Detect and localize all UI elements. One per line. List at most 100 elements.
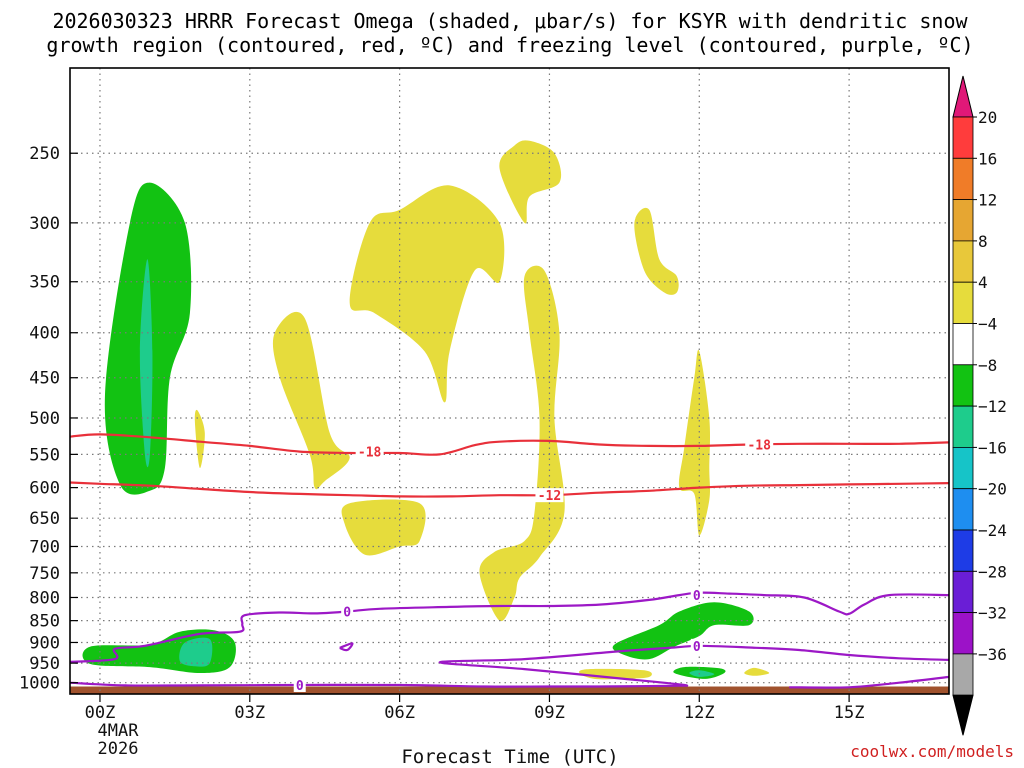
contour-label-freezing_level_0-0: 0 (343, 606, 351, 621)
x-axis-label: Forecast Time (UTC) (401, 746, 618, 768)
colorbar: 20 16 12 8 4 −4 −8 −12 −16 −20 −24 −28 −32 −36 (952, 75, 1007, 736)
colorbar-tick-label-11: −28 (978, 562, 1007, 581)
x-tick-label-00Z: 00Z (85, 703, 116, 723)
contour-label-freezing_level_0-1: 0 (693, 589, 701, 604)
colorbar-swatch-11 (952, 570, 974, 613)
y-tick-label-650: 650 (29, 509, 60, 529)
y-tick-label-250: 250 (29, 144, 60, 164)
x-tick-label-15Z: 15Z (834, 703, 865, 723)
colorbar-tick-label-6: −8 (978, 356, 997, 375)
y-tick-label-900: 900 (29, 633, 60, 653)
plot-frame (69, 67, 950, 695)
colorbar-tick-label-7: −12 (978, 397, 1007, 416)
contour-label-freezing_level_0_lower-1: 0 (296, 679, 304, 694)
contour-label-bg-freezing_level_0_lower-1 (293, 677, 306, 692)
omega-region-3 (179, 637, 213, 667)
omega-region-4 (612, 602, 754, 660)
x-tick-label-09Z: 09Z (534, 703, 565, 723)
colorbar-swatch-6 (952, 364, 974, 407)
y-tick-label-550: 550 (29, 445, 60, 465)
x-tick-label-03Z: 03Z (234, 703, 265, 723)
y-tick-label-700: 700 (29, 537, 60, 557)
omega-region-1 (139, 259, 153, 468)
contour-freezing_level_0 (70, 591, 949, 663)
y-axis-ticks: 2503003504004505005506006507007508008509… (19, 144, 78, 694)
colorbar-swatch-4 (952, 281, 974, 324)
y-tick-label-450: 450 (29, 369, 60, 389)
colorbar-tick-label-3: 8 (978, 232, 988, 251)
ground-layer (70, 686, 949, 694)
colorbar-tick-label-8: −16 (978, 438, 1007, 457)
contour-label-bg-freezing_level_0-1 (690, 588, 703, 603)
chart-title-line-2: growth region (contoured, red, ºC) and f… (46, 33, 973, 57)
colorbar-swatch-9 (952, 488, 974, 531)
colorbar-swatch-0 (952, 116, 974, 159)
contour-freezing_level_0_loop (339, 642, 354, 652)
contour-label-bg-dgz_-18-1 (745, 437, 774, 452)
x-axis-ticks: 00Z 03Z 06Z 09Z 12Z 15Z (85, 694, 865, 723)
contour-freezing_level_0_lower (70, 644, 949, 688)
colorbar-top-arrow (952, 75, 974, 118)
colorbar-tick-label-12: −32 (978, 604, 1007, 623)
y-tick-label-1000: 1000 (19, 674, 60, 694)
omega-region-13 (634, 207, 679, 295)
omega-region-14 (678, 349, 711, 536)
colorbar-swatch-12 (952, 612, 974, 655)
x-date-label-year: 2026 (98, 739, 139, 759)
x-tick-label-12Z: 12Z (684, 703, 715, 723)
contour-freezing_level_0_right (789, 675, 949, 689)
y-tick-label-950: 950 (29, 654, 60, 674)
colorbar-tick-label-13: −36 (978, 645, 1007, 664)
contour-label-bg-dgz_-12-0 (535, 488, 564, 503)
omega-region-2 (82, 629, 236, 673)
y-tick-label-300: 300 (29, 214, 60, 234)
y-tick-label-800: 800 (29, 588, 60, 608)
chart-title-line-1: 2026030323 HRRR Forecast Omega (shaded, … (52, 9, 968, 33)
contour-dgz_-18 (70, 433, 949, 456)
colorbar-tick-label-2: 12 (978, 191, 997, 210)
colorbar-swatch-2 (952, 199, 974, 242)
ground-fill (70, 686, 949, 694)
contour-layer (70, 433, 949, 689)
colorbar-swatch-13 (952, 653, 974, 696)
contour-label-freezing_level_0_lower-0: 0 (693, 640, 701, 655)
colorbar-tick-label-10: −24 (978, 521, 1007, 540)
colorbar-tick-label-0: 20 (978, 108, 997, 127)
colorbar-swatch-5 (952, 323, 974, 366)
grid-layer (70, 68, 949, 694)
contour-label-bg-freezing_level_0_lower-0 (690, 638, 703, 653)
contour-dgz_-12 (70, 481, 949, 498)
contour-label-bg-dgz_-18-0 (355, 444, 384, 459)
omega-region-11 (341, 499, 426, 556)
omega-region-12 (479, 265, 565, 622)
omega-region-10 (499, 140, 562, 224)
omega-shading-layer (82, 140, 770, 680)
contour-label-layer: -18 -18 -12 0 0 0 0 (293, 437, 774, 694)
colorbar-swatch-3 (952, 240, 974, 283)
y-tick-label-850: 850 (29, 612, 60, 632)
colorbar-tick-label-4: 4 (978, 273, 988, 292)
contour-label-dgz_-18-1: -18 (747, 439, 771, 454)
y-tick-label-600: 600 (29, 479, 60, 499)
omega-region-16 (744, 667, 770, 676)
omega-region-6 (689, 670, 715, 677)
colorbar-swatch-8 (952, 446, 974, 490)
y-tick-label-500: 500 (29, 409, 60, 429)
y-tick-label-750: 750 (29, 564, 60, 584)
colorbar-tick-label-1: 16 (978, 149, 997, 168)
colorbar-swatch-10 (952, 529, 974, 572)
colorbar-swatch-1 (952, 157, 974, 201)
contour-label-dgz_-12-0: -12 (538, 489, 561, 504)
omega-region-9 (349, 185, 505, 403)
contour-label-dgz_-18-0: -18 (358, 446, 382, 461)
omega-region-7 (272, 311, 350, 490)
y-tick-label-350: 350 (29, 273, 60, 293)
contour-label-bg-freezing_level_0-0 (341, 604, 354, 619)
y-tick-label-400: 400 (29, 324, 60, 344)
source-credit: coolwx.com/models (850, 742, 1014, 761)
x-tick-label-06Z: 06Z (384, 703, 415, 723)
colorbar-bottom-arrow (952, 694, 974, 736)
colorbar-swatch-7 (952, 405, 974, 448)
colorbar-tick-label-9: −20 (978, 480, 1007, 499)
